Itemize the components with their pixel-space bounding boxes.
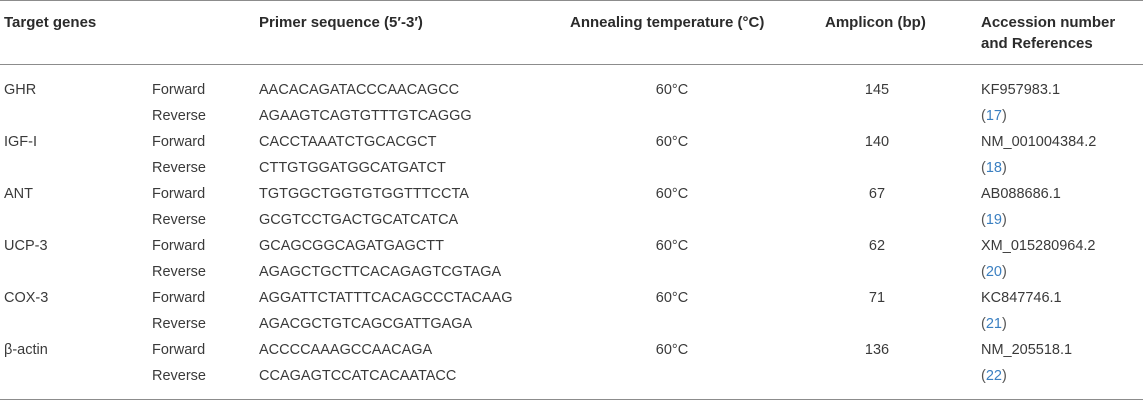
forward-label: Forward [152,134,206,150]
annealing-temperature: 60°C [655,82,689,98]
amplicon-size: 71 [868,290,886,306]
reference-link[interactable]: 18 [985,160,1002,176]
header-bottom-rule [0,64,1143,65]
reference-citation: (22) [981,367,1007,385]
forward-sequence: GCAGCGGCAGATGAGCTT [259,238,445,254]
reference-citation: (17) [981,107,1007,125]
header-amplicon: Amplicon (bp) [825,14,926,31]
reference-close-paren: ) [1001,316,1007,332]
reverse-sequence: AGAAGTCAGTGTTTGTCAGGG [259,108,472,124]
accession-number: KF957983.1 [981,82,1061,98]
reverse-label: Reverse [152,160,206,176]
reference-close-paren: ) [1001,160,1007,176]
annealing-temperature: 60°C [655,134,689,150]
reference-close-paren: ) [1001,368,1007,384]
gene-name: ANT [4,186,33,202]
annealing-temperature: 60°C [655,186,689,202]
reverse-sequence: AGACGCTGTCAGCGATTGAGA [259,316,473,332]
reference-open-paren: ( [981,316,986,332]
gene-name: IGF-I [4,134,38,150]
reverse-sequence: CTTGTGGATGGCATGATCT [259,160,446,176]
reference-open-paren: ( [981,108,986,124]
gene-name: β-actin [4,342,48,358]
forward-label: Forward [152,82,206,98]
reference-close-paren: ) [1001,108,1007,124]
gene-name: COX-3 [4,290,49,306]
amplicon-size: 136 [864,342,890,358]
reverse-sequence: GCGTCCTGACTGCATCATCA [259,212,459,228]
amplicon-size: 140 [864,134,890,150]
header-target-genes: Target genes [4,14,97,31]
annealing-temperature: 60°C [655,342,689,358]
annealing-temperature: 60°C [655,290,689,306]
reverse-label: Reverse [152,264,206,280]
forward-label: Forward [152,290,206,306]
reverse-label: Reverse [152,368,206,384]
header-accession-line2: and References [981,35,1093,52]
forward-sequence: AACACAGATACCCAACAGCC [259,82,460,98]
reference-open-paren: ( [981,264,986,280]
forward-sequence: TGTGGCTGGTGTGGTTTCCTA [259,186,469,202]
amplicon-size: 62 [868,238,886,254]
reference-link[interactable]: 21 [985,316,1002,332]
forward-label: Forward [152,342,206,358]
reference-citation: (20) [981,263,1007,281]
forward-label: Forward [152,186,206,202]
reverse-label: Reverse [152,108,206,124]
amplicon-size: 67 [868,186,886,202]
reverse-label: Reverse [152,316,206,332]
forward-sequence: AGGATTCTATTTCACAGCCCTACAAG [259,290,513,306]
reverse-label: Reverse [152,212,206,228]
reverse-sequence: AGAGCTGCTTCACAGAGTCGTAGA [259,264,502,280]
annealing-temperature: 60°C [655,238,689,254]
accession-number: NM_205518.1 [981,342,1073,358]
reference-open-paren: ( [981,368,986,384]
reference-open-paren: ( [981,160,986,176]
accession-number: KC847746.1 [981,290,1062,306]
reverse-sequence: CCAGAGTCCATCACAATACC [259,368,457,384]
reference-close-paren: ) [1001,212,1007,228]
reference-link[interactable]: 17 [985,108,1002,124]
amplicon-size: 145 [864,82,890,98]
header-primer-sequence: Primer sequence (5′-3′) [259,14,423,31]
reference-close-paren: ) [1001,264,1007,280]
accession-number: XM_015280964.2 [981,238,1096,254]
header-annealing-temperature: Annealing temperature (°C) [570,14,765,31]
reference-link[interactable]: 22 [985,368,1002,384]
forward-sequence: CACCTAAATCTGCACGCT [259,134,437,150]
reference-link[interactable]: 19 [985,212,1002,228]
gene-name: GHR [4,82,37,98]
table-bottom-rule [0,399,1143,400]
reference-open-paren: ( [981,212,986,228]
forward-label: Forward [152,238,206,254]
table-top-rule [0,0,1143,1]
reference-citation: (18) [981,159,1007,177]
accession-number: NM_001004384.2 [981,134,1097,150]
reference-link[interactable]: 20 [985,264,1002,280]
reference-citation: (21) [981,315,1007,333]
forward-sequence: ACCCCAAAGCCAACAGA [259,342,433,358]
header-accession-line1: Accession number [981,14,1116,31]
accession-number: AB088686.1 [981,186,1061,202]
reference-citation: (19) [981,211,1007,229]
gene-name: UCP-3 [4,238,48,254]
